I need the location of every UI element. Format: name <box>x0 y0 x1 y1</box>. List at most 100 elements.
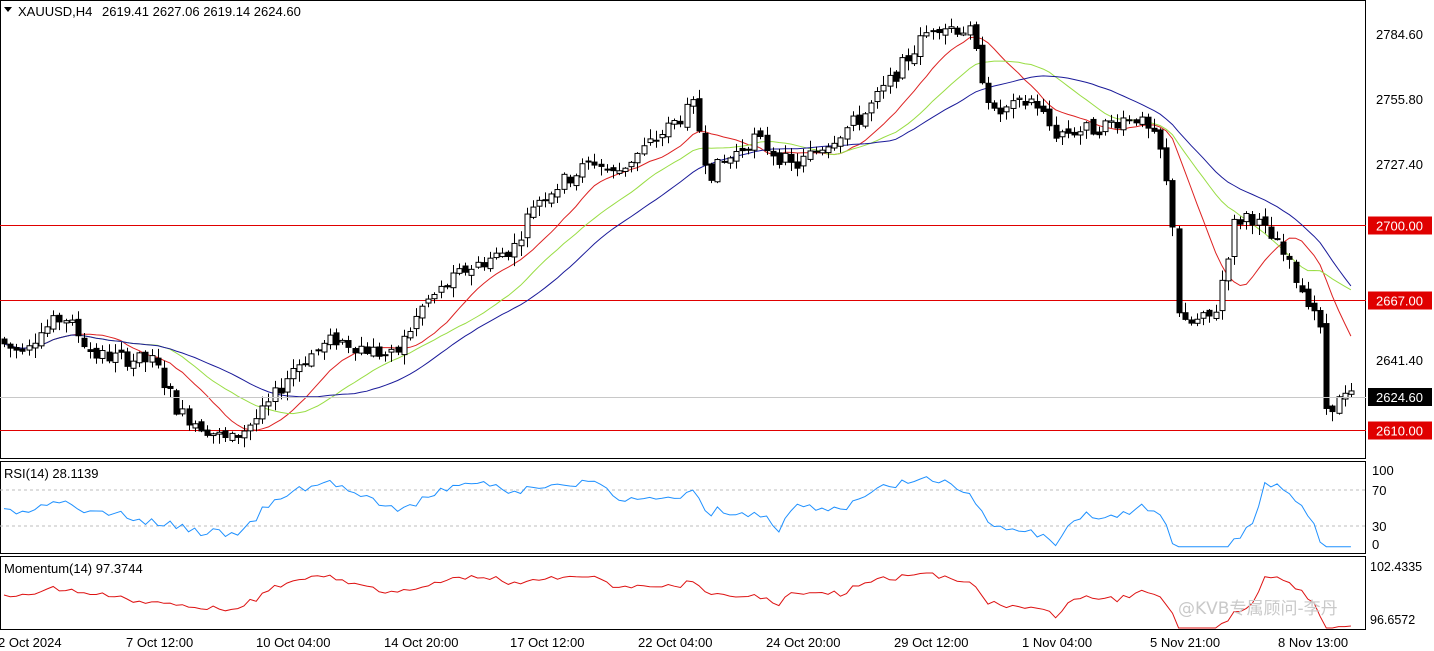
bull-candle <box>671 120 678 125</box>
bear-candle <box>481 262 488 268</box>
bear-candle <box>567 176 574 184</box>
moving-average-line <box>3 36 1352 431</box>
bear-candle <box>56 314 63 323</box>
price-tick: 2784.60 <box>1376 27 1423 42</box>
bull-candle <box>1225 258 1232 282</box>
bull-candle <box>339 339 346 343</box>
bear-candle <box>505 251 512 258</box>
horizontal-levels[interactable] <box>0 225 1366 431</box>
bull-candle <box>530 206 537 218</box>
bear-candle <box>1268 226 1275 239</box>
bear-candle <box>235 435 242 438</box>
bear-candle <box>1299 285 1306 293</box>
bear-candle <box>198 421 205 432</box>
bull-candle <box>800 155 807 167</box>
bull-candle <box>1213 311 1220 319</box>
bear-candle <box>333 332 340 346</box>
bear-candle <box>444 285 451 288</box>
bear-candle <box>905 55 912 62</box>
symbol-label: XAUUSD,H4 <box>18 4 92 19</box>
bull-candle <box>684 103 691 128</box>
bear-candle <box>764 134 771 152</box>
bull-candle <box>837 137 844 147</box>
bull-candle <box>622 167 629 172</box>
bear-candle <box>167 385 174 389</box>
time-label: 1 Nov 04:00 <box>1022 635 1092 650</box>
bull-candle <box>511 242 518 258</box>
bull-candle <box>358 345 365 354</box>
bear-candle <box>1133 119 1140 124</box>
time-axis: 2 Oct 2024 7 Oct 12:00 10 Oct 04:00 14 O… <box>0 635 1348 650</box>
bull-candle <box>874 91 881 103</box>
bull-candle <box>862 113 869 127</box>
rsi-tick: 100 <box>1372 463 1394 478</box>
bear-candle <box>1145 116 1152 129</box>
bull-candle <box>850 115 857 126</box>
bull-candle <box>32 342 39 349</box>
candlestick-series <box>1 18 1355 448</box>
bear-candle <box>1090 118 1097 135</box>
bull-candle <box>536 199 543 207</box>
bull-candle <box>149 355 156 363</box>
momentum-title: Momentum(14) 97.3744 <box>4 561 143 576</box>
bull-candle <box>216 431 223 435</box>
bear-candle <box>721 160 728 163</box>
bull-candle <box>948 26 955 29</box>
bear-candle <box>161 367 168 389</box>
bear-candle <box>7 343 14 349</box>
bear-candle <box>770 150 777 157</box>
bull-candle <box>653 139 660 142</box>
bull-candle <box>425 298 432 304</box>
bull-candle <box>930 30 937 33</box>
bear-candle <box>985 82 992 103</box>
time-label: 5 Nov 21:00 <box>1150 635 1220 650</box>
bear-candle <box>376 346 383 357</box>
bull-candle <box>50 315 57 330</box>
dropdown-triangle-icon[interactable] <box>4 7 12 12</box>
bull-candle <box>844 127 851 140</box>
bull-candle <box>468 268 475 276</box>
pane-frame <box>0 0 1366 459</box>
bear-candle <box>598 163 605 167</box>
bull-candle <box>1010 100 1017 109</box>
bull-candle <box>99 350 106 359</box>
bull-candle <box>456 268 463 274</box>
bear-candle <box>93 347 100 359</box>
bull-candle <box>518 239 525 247</box>
time-label: 7 Oct 12:00 <box>126 635 193 650</box>
bull-candle <box>1336 396 1343 414</box>
watermark: @KVB专属顾问-李丹 <box>1178 599 1338 619</box>
price-tick: 2727.40 <box>1376 157 1423 172</box>
price-tick: 2641.40 <box>1376 353 1423 368</box>
bear-candle <box>1249 214 1256 226</box>
bear-candle <box>696 98 703 132</box>
level-tag <box>1368 216 1432 235</box>
bear-candle <box>1237 219 1244 225</box>
rsi-title: RSI(14) 28.1139 <box>4 466 98 481</box>
bull-candle <box>130 360 137 369</box>
bear-candle <box>1046 108 1053 127</box>
bear-candle <box>1329 405 1336 413</box>
bear-candle <box>352 348 359 354</box>
bear-candle <box>708 163 715 181</box>
bear-candle <box>1096 131 1103 136</box>
bull-candle <box>880 84 887 92</box>
bull-candle <box>272 387 279 403</box>
bull-candle <box>192 423 199 429</box>
bear-candle <box>1182 312 1189 320</box>
bull-candle <box>573 175 580 187</box>
bear-candle <box>739 147 746 152</box>
bull-candle <box>825 146 832 154</box>
bull-candle <box>321 342 328 353</box>
bear-candle <box>204 429 211 436</box>
bear-candle <box>1114 121 1121 129</box>
bear-candle <box>173 390 180 415</box>
bull-candle <box>690 99 697 107</box>
bull-candle <box>751 133 758 151</box>
bull-candle <box>265 401 272 407</box>
bull-candle <box>579 163 586 178</box>
bull-candle <box>431 293 438 300</box>
bear-candle <box>364 346 371 354</box>
bull-candle <box>1077 131 1084 136</box>
